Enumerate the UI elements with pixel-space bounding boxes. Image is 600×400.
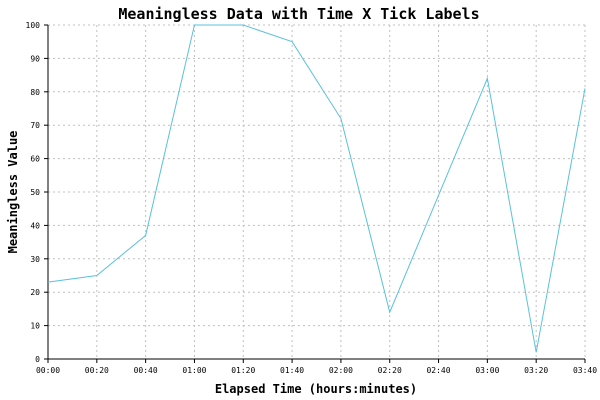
x-tick-label: 02:40 bbox=[426, 366, 450, 375]
y-tick-label: 30 bbox=[30, 255, 40, 264]
y-tick-label: 80 bbox=[30, 88, 40, 97]
series-line bbox=[47, 24, 586, 353]
x-tick-label: 01:20 bbox=[231, 366, 255, 375]
x-axis-label: Elapsed Time (hours:minutes) bbox=[215, 382, 417, 396]
x-tick-label: 00:00 bbox=[36, 366, 60, 375]
y-tick-label: 10 bbox=[30, 322, 40, 331]
y-tick-label: 70 bbox=[30, 121, 40, 130]
y-tick-label: 50 bbox=[30, 188, 40, 197]
x-tick-label: 01:40 bbox=[280, 366, 304, 375]
y-tick-label: 20 bbox=[30, 288, 40, 297]
y-tick-label: 60 bbox=[30, 155, 40, 164]
y-tick-label: 100 bbox=[26, 21, 41, 30]
y-tick-label: 90 bbox=[30, 54, 40, 63]
x-tick-label: 00:40 bbox=[134, 366, 158, 375]
x-tick-label: 02:20 bbox=[378, 366, 402, 375]
series bbox=[47, 24, 586, 353]
chart-title: Meaningless Data with Time X Tick Labels bbox=[118, 5, 479, 23]
grid bbox=[48, 24, 586, 359]
x-tick-label: 03:40 bbox=[573, 366, 597, 375]
y-tick-label: 40 bbox=[30, 221, 40, 230]
x-tick-label: 02:00 bbox=[329, 366, 353, 375]
x-tick-label: 00:20 bbox=[85, 366, 109, 375]
ticks: 0 10 20 30 40 50 60 70 80 90 100 00:00 00:20 00:40 01:… bbox=[26, 21, 598, 375]
x-tick-label: 03:20 bbox=[524, 366, 548, 375]
x-tick-label: 03:00 bbox=[475, 366, 499, 375]
x-tick-label: 01:00 bbox=[182, 366, 206, 375]
y-tick-label: 0 bbox=[35, 355, 40, 364]
y-axis-label: Meaningless Value bbox=[6, 131, 20, 254]
